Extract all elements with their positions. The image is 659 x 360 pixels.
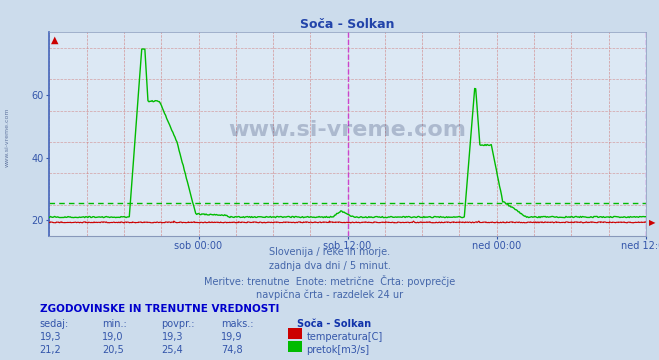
Text: navpična črta - razdelek 24 ur: navpična črta - razdelek 24 ur <box>256 290 403 300</box>
Text: maks.:: maks.: <box>221 319 253 329</box>
Text: povpr.:: povpr.: <box>161 319 195 329</box>
Text: www.si-vreme.com: www.si-vreme.com <box>229 120 467 140</box>
Text: 74,8: 74,8 <box>221 345 243 355</box>
Text: 19,3: 19,3 <box>40 332 61 342</box>
Text: Meritve: trenutne  Enote: metrične  Črta: povprečje: Meritve: trenutne Enote: metrične Črta: … <box>204 275 455 287</box>
Text: min.:: min.: <box>102 319 127 329</box>
Text: ZGODOVINSKE IN TRENUTNE VREDNOSTI: ZGODOVINSKE IN TRENUTNE VREDNOSTI <box>40 304 279 314</box>
Text: 21,2: 21,2 <box>40 345 61 355</box>
Text: ▶: ▶ <box>648 218 655 227</box>
Text: www.si-vreme.com: www.si-vreme.com <box>5 107 10 167</box>
Title: Soča - Solkan: Soča - Solkan <box>301 18 395 31</box>
Text: 19,0: 19,0 <box>102 332 124 342</box>
Text: temperatura[C]: temperatura[C] <box>306 332 383 342</box>
Text: 19,9: 19,9 <box>221 332 243 342</box>
Text: ▲: ▲ <box>51 35 58 45</box>
Text: 25,4: 25,4 <box>161 345 183 355</box>
Text: 20,5: 20,5 <box>102 345 124 355</box>
Text: zadnja dva dni / 5 minut.: zadnja dva dni / 5 minut. <box>269 261 390 271</box>
Text: Soča - Solkan: Soča - Solkan <box>297 319 370 329</box>
Text: sedaj:: sedaj: <box>40 319 69 329</box>
Text: pretok[m3/s]: pretok[m3/s] <box>306 345 370 355</box>
Text: 19,3: 19,3 <box>161 332 183 342</box>
Text: Slovenija / reke in morje.: Slovenija / reke in morje. <box>269 247 390 257</box>
